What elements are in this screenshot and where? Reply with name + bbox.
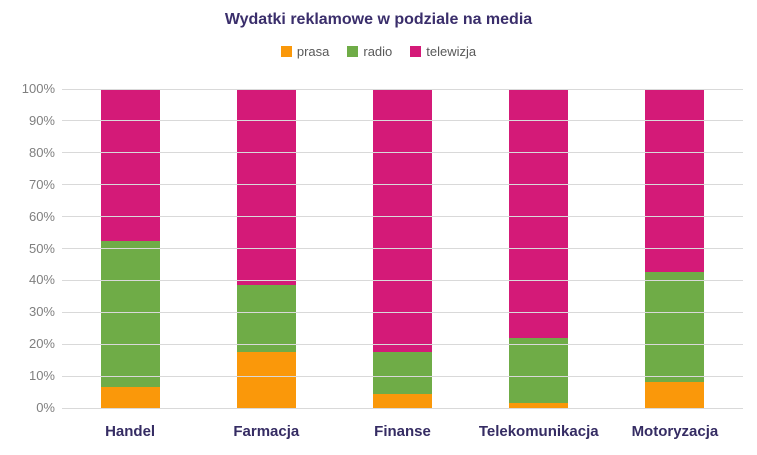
category-label-handel: Handel [105,423,156,440]
bar-segment-telewizja [373,89,432,353]
chart-legend: prasa radio telewizja [0,44,757,59]
bars-container [62,89,743,408]
bar-column-farmacja [198,89,334,408]
category-label-farmacja: Farmacja [233,423,300,440]
gridline [62,152,743,154]
legend-label: telewizja [426,44,477,59]
y-tick-label: 40% [28,272,55,288]
bar-column-motoryzacja [607,89,743,408]
bar-segment-prasa [645,382,705,408]
legend-item-radio: radio [347,44,392,59]
legend-swatch-icon [410,46,422,57]
bar-segment-telewizja [645,89,705,273]
legend-label: prasa [296,44,330,59]
chart-title: Wydatki reklamowe w podziale na media [224,11,533,28]
y-tick-label: 10% [28,368,55,384]
gridline [62,343,743,345]
legend-swatch-icon [347,46,359,57]
category-label-telekomunikacja: Telekomunikacja [478,423,599,440]
stacked-bar-motoryzacja [645,89,705,408]
gridline [62,88,743,90]
plot-area [62,88,743,409]
gridline [62,248,743,249]
gridline [62,375,743,377]
stacked-bar-farmacja [236,89,296,408]
legend-label: radio [363,44,393,59]
gridline [62,311,743,313]
stacked-bar-handel [100,89,160,408]
gridline [62,407,743,409]
gridline [62,120,743,122]
bar-segment-prasa [100,387,160,408]
bar-column-telekomunikacja [471,89,607,408]
bar-segment-radio [645,272,705,383]
legend-item-telewizja: telewizja [410,44,476,59]
y-tick-label: 80% [28,144,55,160]
x-axis: Handel Farmacja Finanse Telekomunikacja Moto… [62,423,743,440]
y-tick-label: 50% [28,240,55,256]
stacked-bar-finanse [373,89,432,408]
bar-segment-radio [100,240,160,388]
y-tick-label: 0% [36,400,55,415]
bar-segment-prasa [509,403,569,408]
y-tick-label: 100% [21,81,55,96]
gridline [62,184,743,186]
bar-column-finanse [334,89,470,408]
stacked-bar-telekomunikacja [509,89,569,408]
gridline [62,279,743,281]
bar-segment-radio [373,352,432,394]
y-tick-label: 20% [28,336,55,352]
bar-segment-prasa [373,393,432,408]
bar-segment-radio [509,337,569,404]
legend-swatch-icon [280,46,292,57]
legend-item-prasa: prasa [280,44,330,59]
category-label-finanse: Finanse [374,423,431,440]
bar-segment-telewizja [509,89,569,338]
bar-segment-radio [236,285,296,353]
bar-segment-telewizja [236,89,296,286]
bar-column-handel [62,89,198,408]
bar-segment-telewizja [100,89,160,241]
bar-segment-prasa [236,352,296,408]
y-tick-label: 90% [28,112,55,128]
y-tick-label: 60% [28,208,55,224]
category-label-motoryzacja: Motoryzacja [631,423,719,440]
y-tick-label: 70% [28,176,55,192]
gridline [62,216,743,218]
y-tick-label: 30% [28,304,55,320]
